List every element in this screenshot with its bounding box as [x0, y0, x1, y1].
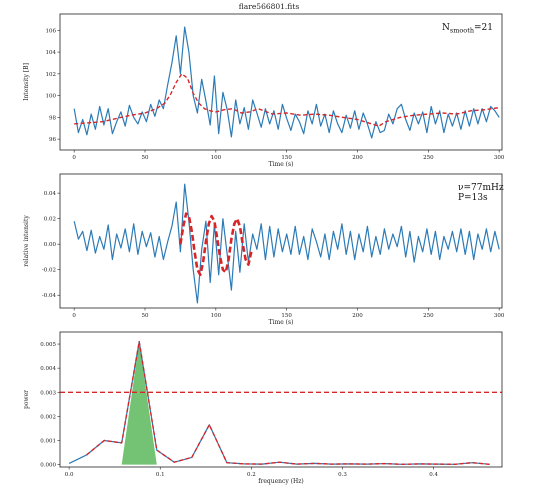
- y-tick-label: 0.004: [40, 366, 56, 372]
- plot-frame: [59, 13, 503, 151]
- y-tick-label: 0.002: [40, 414, 56, 420]
- x-tick-label: 50: [142, 313, 149, 319]
- x-tick-label: 0.4: [429, 472, 438, 478]
- y-tick-label: -0.02: [42, 268, 56, 274]
- y-axis-label: relative intensity: [23, 215, 30, 267]
- series-0-line: [73, 183, 500, 304]
- x-tick-label: 300: [494, 313, 505, 319]
- x-tick-label: 200: [352, 313, 363, 319]
- oscillation-annotation-0: ν=77mHz: [458, 183, 504, 193]
- y-tick-label: 104: [46, 50, 57, 56]
- panel-intensity: 0 50 100 150 200 250 300 96 98 100 102 104 106 Time (…: [23, 13, 505, 168]
- x-axis-label: Time (s): [269, 319, 294, 326]
- y-tick-label: 0.000: [40, 463, 56, 469]
- y-tick-label: -0.04: [42, 293, 57, 299]
- x-tick-label: 0.0: [65, 472, 74, 478]
- x-tick-label: 100: [211, 155, 222, 161]
- figure-title: flare566801.fits: [239, 2, 300, 11]
- x-tick-label: 150: [281, 313, 292, 319]
- x-tick-label: 250: [423, 155, 434, 161]
- x-axis-label: Time (s): [269, 161, 294, 168]
- plot-frame: [59, 173, 503, 309]
- x-axis-label: frequency (Hz): [258, 478, 304, 485]
- significant-peak-fill: [121, 341, 157, 465]
- panel-relative-intensity: 0 50 100 150 200 250 300 -0.04 -0.02 0.00 0.02 0.04…: [23, 173, 505, 326]
- y-tick-label: 102: [46, 72, 57, 78]
- x-tick-label: 200: [352, 155, 363, 161]
- y-tick-label: 100: [46, 94, 57, 100]
- y-tick-label: 0.003: [40, 390, 56, 396]
- y-tick-label: 98: [49, 115, 56, 121]
- plot-frame: [59, 331, 503, 468]
- panel-power-spectrum: 0.0 0.1 0.2 0.3 0.4 0.000 0.001 0.002 0.003 0.004…: [23, 331, 503, 485]
- series-1-line: [86, 340, 490, 465]
- x-tick-label: 250: [423, 313, 434, 319]
- y-tick-label: 0.04: [44, 191, 57, 197]
- x-tick-label: 0: [72, 155, 76, 161]
- y-tick-label: 0.005: [40, 342, 56, 348]
- x-tick-label: 100: [211, 313, 222, 319]
- oscillation-annotation-1: P=13s: [458, 193, 488, 203]
- y-axis-label: Intensity [B]: [23, 63, 30, 101]
- series-1-line: [179, 212, 253, 277]
- x-tick-label: 0.2: [247, 472, 256, 478]
- y-tick-label: 0.02: [44, 217, 56, 223]
- x-tick-label: 0.3: [338, 472, 347, 478]
- x-tick-label: 0: [72, 313, 76, 319]
- x-tick-label: 150: [281, 155, 292, 161]
- smoothing-annotation: Nsmooth=21: [442, 23, 493, 35]
- y-tick-label: 0.00: [44, 242, 57, 248]
- x-tick-label: 50: [142, 155, 149, 161]
- x-tick-label: 0.1: [156, 472, 165, 478]
- y-axis-label: power: [23, 390, 30, 409]
- x-tick-label: 300: [494, 155, 505, 161]
- y-tick-label: 96: [49, 137, 56, 143]
- y-tick-label: 106: [46, 28, 57, 34]
- y-tick-label: 0.001: [40, 438, 56, 444]
- series-0-line: [73, 26, 500, 139]
- series-1-line: [74, 73, 500, 127]
